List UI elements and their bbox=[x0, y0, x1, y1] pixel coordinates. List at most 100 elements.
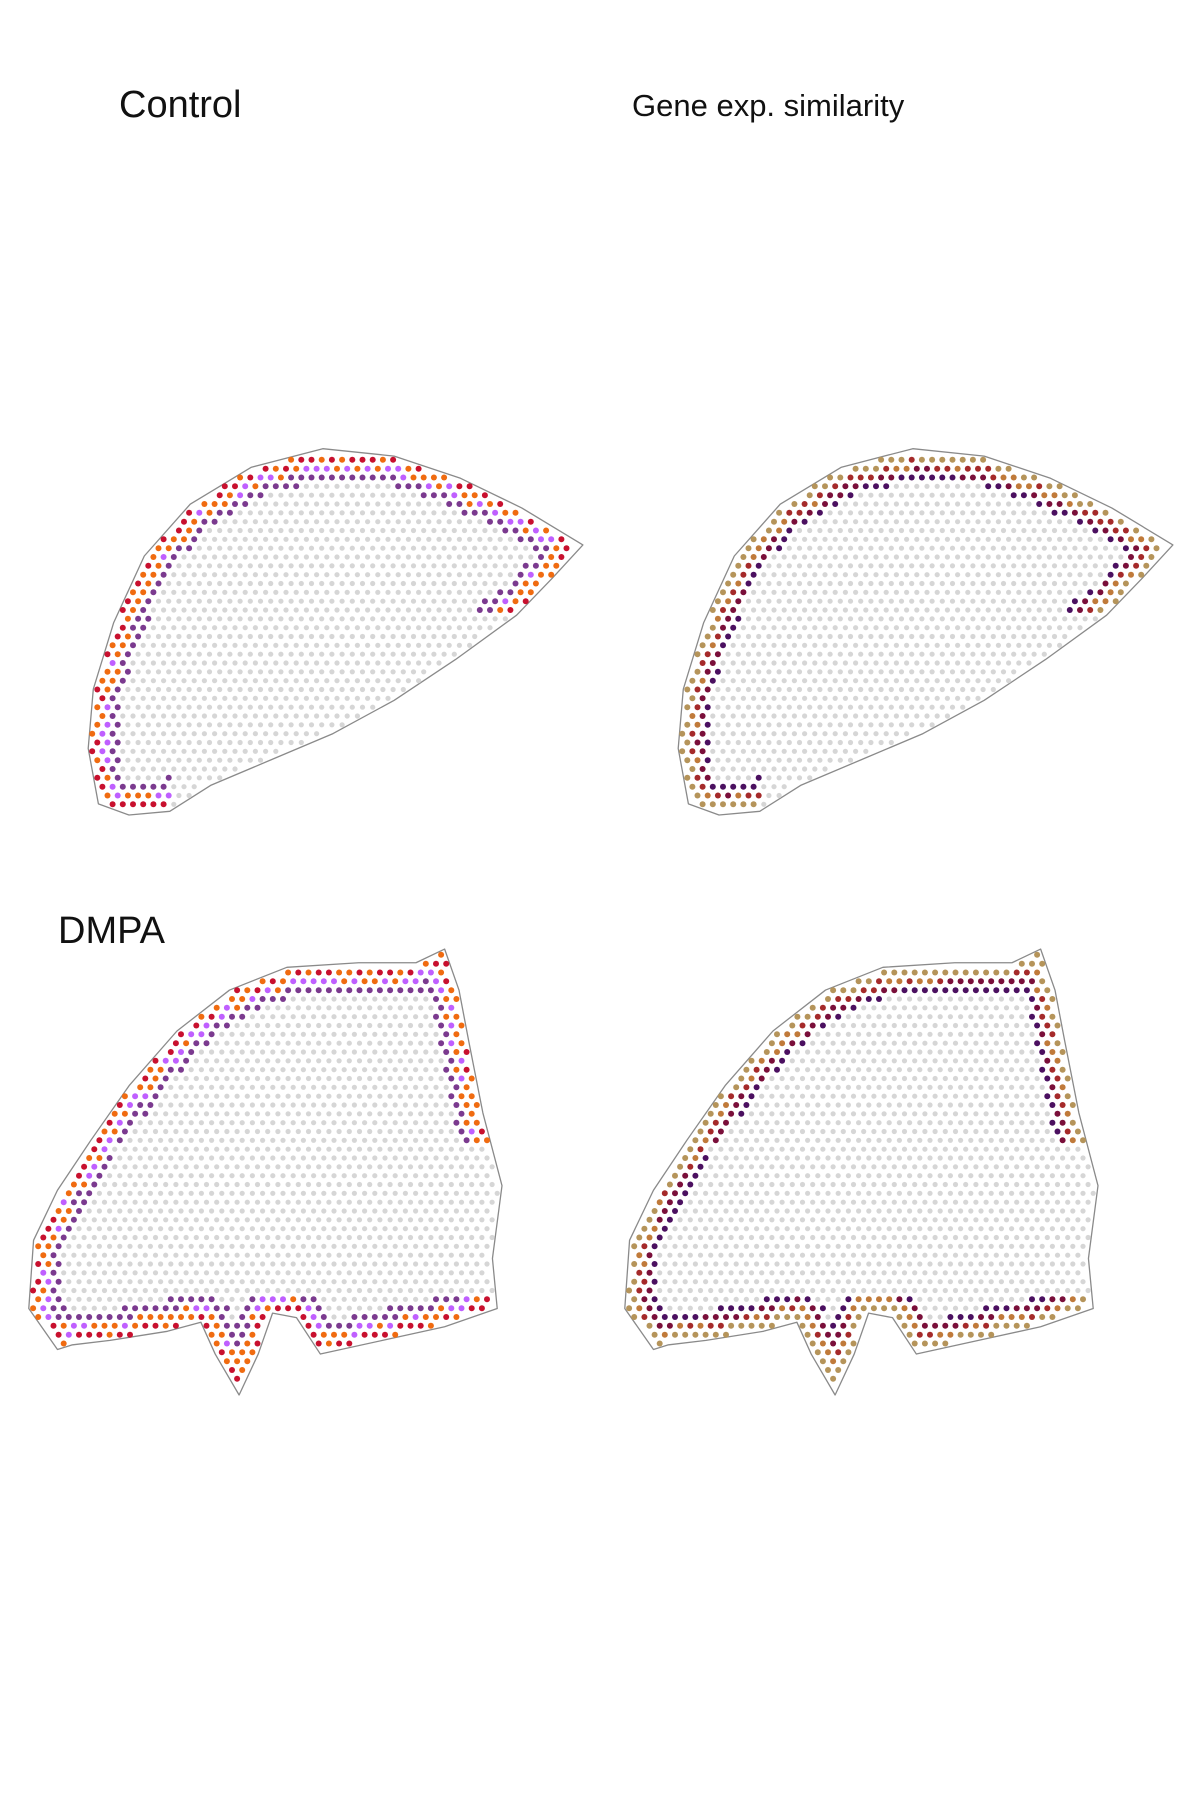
background-spot bbox=[86, 1261, 92, 1267]
background-spot bbox=[263, 642, 269, 648]
background-spot bbox=[960, 686, 966, 693]
background-spot bbox=[405, 554, 411, 560]
background-spot bbox=[280, 1031, 286, 1037]
background-spot bbox=[273, 536, 279, 542]
highlighted-spot bbox=[692, 1172, 699, 1179]
background-spot bbox=[198, 1120, 204, 1126]
background-spot bbox=[932, 1252, 938, 1258]
background-spot bbox=[191, 695, 197, 701]
background-spot bbox=[1070, 1208, 1076, 1214]
background-spot bbox=[416, 501, 422, 507]
background-spot bbox=[372, 1261, 378, 1267]
background-spot bbox=[952, 1075, 959, 1082]
highlighted-spot bbox=[443, 996, 450, 1002]
highlighted-spot bbox=[694, 792, 701, 799]
highlighted-spot bbox=[325, 1340, 332, 1347]
background-spot bbox=[370, 704, 376, 710]
highlighted-spot bbox=[356, 1322, 363, 1329]
highlighted-spot bbox=[1044, 1093, 1051, 1100]
highlighted-spot bbox=[55, 1243, 62, 1250]
background-spot bbox=[280, 1120, 286, 1126]
background-spot bbox=[876, 1137, 882, 1143]
background-spot bbox=[784, 1243, 790, 1249]
background-spot bbox=[815, 1102, 821, 1108]
background-spot bbox=[1065, 1217, 1071, 1223]
background-spot bbox=[217, 598, 223, 604]
background-spot bbox=[324, 713, 330, 719]
highlighted-spot bbox=[254, 1322, 261, 1329]
highlighted-spot bbox=[473, 1119, 480, 1126]
background-spot bbox=[339, 563, 345, 569]
background-spot bbox=[919, 704, 925, 710]
highlighted-spot bbox=[247, 492, 254, 499]
background-spot bbox=[863, 519, 869, 525]
highlighted-spot bbox=[1031, 492, 1038, 499]
highlighted-spot bbox=[283, 465, 289, 472]
highlighted-spot bbox=[438, 1040, 445, 1047]
background-spot bbox=[891, 1075, 897, 1082]
background-spot bbox=[456, 625, 462, 631]
background-spot bbox=[1029, 1031, 1035, 1037]
background-spot bbox=[377, 1252, 383, 1258]
background-spot bbox=[873, 536, 879, 542]
highlighted-spot bbox=[104, 757, 111, 764]
background-spot bbox=[209, 1102, 215, 1108]
background-spot bbox=[764, 1173, 770, 1179]
background-spot bbox=[789, 1234, 795, 1241]
highlighted-spot bbox=[776, 545, 783, 552]
background-spot bbox=[270, 1067, 276, 1073]
highlighted-spot bbox=[883, 483, 890, 490]
highlighted-spot bbox=[405, 465, 412, 472]
background-spot bbox=[896, 996, 903, 1002]
background-spot bbox=[469, 1146, 475, 1152]
highlighted-spot bbox=[487, 501, 493, 507]
highlighted-spot bbox=[234, 1358, 241, 1365]
background-spot bbox=[952, 1252, 959, 1258]
background-spot bbox=[850, 1128, 857, 1135]
highlighted-spot bbox=[448, 987, 455, 994]
highlighted-spot bbox=[694, 668, 701, 675]
background-spot bbox=[715, 704, 721, 710]
background-spot bbox=[365, 501, 371, 507]
background-spot bbox=[1014, 1058, 1020, 1064]
background-spot bbox=[336, 1022, 342, 1029]
background-spot bbox=[268, 563, 274, 569]
background-spot bbox=[443, 1102, 449, 1108]
background-spot bbox=[697, 1217, 704, 1223]
highlighted-spot bbox=[155, 562, 162, 569]
background-spot bbox=[907, 1208, 913, 1214]
background-spot bbox=[247, 616, 253, 622]
background-spot bbox=[807, 739, 813, 746]
background-spot bbox=[837, 757, 843, 763]
background-spot bbox=[1003, 1058, 1010, 1064]
background-spot bbox=[326, 1181, 332, 1188]
background-spot bbox=[183, 1199, 189, 1205]
highlighted-spot bbox=[666, 1199, 673, 1206]
highlighted-spot bbox=[725, 598, 732, 605]
highlighted-spot bbox=[186, 527, 193, 534]
background-spot bbox=[316, 1234, 322, 1241]
background-spot bbox=[914, 607, 920, 613]
background-spot bbox=[794, 1155, 801, 1161]
background-spot bbox=[975, 536, 981, 542]
background-spot bbox=[354, 572, 360, 578]
highlighted-spot bbox=[300, 978, 307, 985]
background-spot bbox=[413, 1173, 419, 1179]
highlighted-spot bbox=[985, 483, 992, 490]
background-spot bbox=[697, 1199, 704, 1205]
background-spot bbox=[206, 545, 213, 551]
background-spot bbox=[815, 1190, 821, 1196]
background-spot bbox=[922, 1075, 928, 1082]
background-spot bbox=[336, 1058, 342, 1064]
highlighted-spot bbox=[850, 987, 857, 994]
background-spot bbox=[265, 1287, 271, 1294]
background-spot bbox=[912, 1093, 918, 1099]
background-spot bbox=[321, 1296, 327, 1302]
background-spot bbox=[1070, 1173, 1076, 1179]
background-spot bbox=[441, 580, 447, 587]
background-spot bbox=[914, 695, 920, 701]
background-spot bbox=[469, 1252, 475, 1258]
background-spot bbox=[410, 510, 417, 516]
background-spot bbox=[1000, 616, 1007, 622]
background-spot bbox=[418, 1252, 424, 1258]
